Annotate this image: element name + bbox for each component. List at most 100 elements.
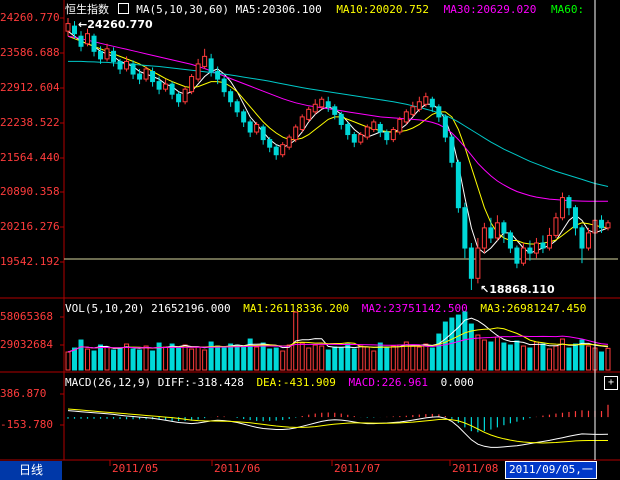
add-indicator-button[interactable]: +: [604, 376, 618, 390]
volume-bar: [462, 311, 468, 371]
candle-body: [306, 108, 312, 120]
ma10-value: MA10:20020.752: [336, 3, 430, 16]
candle-body: [397, 118, 403, 133]
candle-body: [195, 63, 201, 80]
volume-bar: [143, 345, 149, 371]
candle-body: [72, 25, 78, 35]
volume-bar: [182, 344, 188, 371]
volume-bar: [468, 323, 474, 371]
volume-bar: [423, 343, 429, 371]
volume-bar: [494, 336, 500, 371]
volume-bar: [377, 342, 383, 371]
volume-bar: [228, 343, 234, 371]
volume-bar: [384, 347, 390, 371]
candle-body: [156, 81, 162, 90]
high-price-callout: ←24260.770: [78, 18, 153, 31]
candle-body: [566, 197, 572, 209]
candle-body: [228, 91, 234, 103]
candle-body: [423, 96, 429, 105]
ma-icon[interactable]: [117, 3, 129, 14]
volume-bar: [319, 345, 325, 371]
volume-bar: [390, 345, 396, 371]
candle-body: [481, 227, 487, 249]
volume-bar: [546, 348, 552, 371]
volume-bar: [72, 347, 78, 371]
candle-body: [241, 111, 247, 123]
volume-bar: [306, 347, 312, 371]
candle-body: [442, 116, 448, 138]
candle-body: [137, 73, 143, 80]
candle-body: [143, 68, 149, 80]
volume-bar: [176, 347, 182, 371]
volume-bar: [169, 343, 175, 371]
candle-body: [514, 247, 520, 264]
candle-body: [390, 129, 396, 141]
volume-bar: [416, 346, 422, 371]
index-name: 恒生指数: [65, 3, 109, 16]
volume-bar: [455, 314, 461, 371]
volume-bar: [358, 345, 364, 371]
volume-bar: [273, 347, 279, 371]
x-axis-label: 2011/06: [214, 462, 261, 475]
price-tick: 24260.770: [0, 11, 60, 24]
volume-tick: 58065368: [0, 310, 53, 323]
candle-body: [254, 123, 260, 133]
volume-bar: [585, 345, 591, 371]
price-tick: 21564.440: [0, 151, 60, 164]
volume-bar: [605, 347, 611, 371]
candle-body: [351, 134, 357, 143]
candle-body: [169, 83, 175, 95]
candle-body: [572, 207, 578, 229]
volume-bar: [85, 348, 91, 371]
price-tick: 22912.604: [0, 81, 60, 94]
price-tick: 23586.688: [0, 46, 60, 59]
volume-bar: [104, 346, 110, 371]
price-tick: 19542.192: [0, 255, 60, 268]
volume-bar: [247, 338, 253, 371]
volume-bar: [572, 343, 578, 371]
macd-line-dea: [67, 408, 608, 444]
volume-bar: [351, 348, 357, 371]
candle-body: [585, 232, 591, 249]
volume-bar: [98, 344, 104, 371]
candle-body: [78, 35, 84, 47]
macd-diff: DIFF:-318.428: [157, 376, 244, 389]
volume-bar: [208, 341, 214, 371]
candle-body: [182, 88, 188, 103]
candle-body: [507, 232, 513, 249]
x-axis-label: 2011/07: [334, 462, 381, 475]
volume-bar: [241, 345, 247, 371]
candle-body: [332, 106, 338, 115]
volume-bar: [254, 346, 260, 371]
candle-body: [377, 123, 383, 133]
volume-ma-line: [67, 317, 609, 353]
period-tab-daily[interactable]: 日线: [0, 461, 62, 480]
volume-bar: [286, 344, 292, 371]
candle-body: [117, 60, 123, 70]
candle-body: [559, 197, 565, 219]
candle-body: [150, 71, 156, 83]
candle-body: [260, 126, 266, 141]
volume-bar: [475, 334, 481, 371]
vol-label: VOL(5,10,20) 21652196.000: [65, 302, 231, 315]
volume-bar: [397, 344, 403, 371]
volume-bar: [234, 344, 240, 371]
ma30-value: MA30:20629.020: [443, 3, 537, 16]
x-axis-label: 2011/05: [112, 462, 159, 475]
candle-body: [221, 78, 227, 93]
candle-body: [319, 98, 325, 108]
candle-body: [85, 33, 91, 45]
volume-bar: [403, 341, 409, 371]
cursor-date-readout: 2011/09/05,一: [505, 461, 597, 479]
volume-bar: [553, 345, 559, 371]
volume-bar: [137, 349, 143, 371]
candle-body: [598, 219, 604, 229]
macd-label: MACD(26,12,9): [65, 376, 152, 389]
macd-tick: -153.780: [0, 418, 53, 431]
volume-bar: [540, 343, 546, 371]
ma-line-ma10: [67, 35, 609, 245]
ma-line-ma5: [67, 30, 609, 254]
macd-line-diff: [67, 410, 609, 448]
candle-body: [65, 23, 71, 32]
